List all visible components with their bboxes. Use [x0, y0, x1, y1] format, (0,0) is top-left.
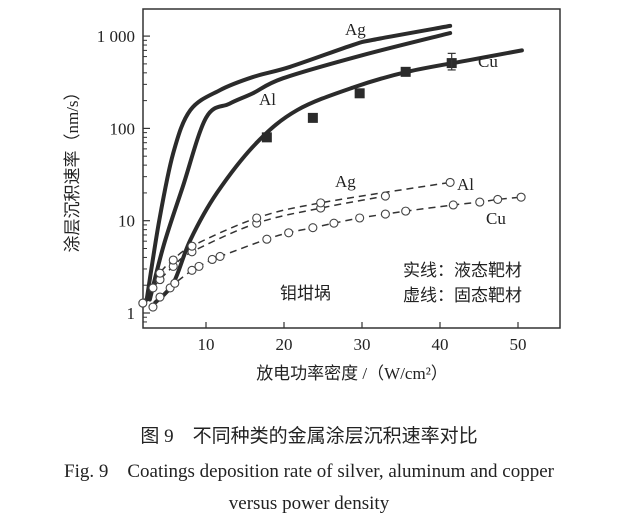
series-label-al-dashed: Al [457, 175, 474, 194]
legend-dashed: 虚线：固态靶材 [403, 286, 522, 305]
data-point-cu-dashed [401, 206, 411, 216]
data-point-cu-dashed [284, 228, 294, 238]
y-tick-label: 1 [127, 304, 136, 323]
series-line-ag-solid [144, 23, 453, 302]
series-label-cu-solid: Cu [478, 52, 498, 71]
data-point-cu-dashed [207, 254, 217, 265]
x-tick-label: 40 [432, 335, 449, 354]
data-point-cu-solid [261, 132, 272, 143]
series-line-cu-solid [153, 48, 524, 305]
data-point-al-dashed [155, 268, 165, 278]
plot-frame [142, 8, 561, 329]
y-tick-label: 100 [110, 119, 136, 138]
series-label-al-solid: Al [259, 90, 276, 109]
data-point-cu-dashed [155, 292, 165, 302]
data-point-cu-dashed [262, 234, 272, 244]
x-tick-label: 50 [510, 335, 527, 354]
x-tick-label: 10 [198, 335, 215, 354]
data-point-cu-dashed [215, 251, 225, 261]
data-point-cu-dashed [475, 197, 485, 207]
x-tick-label: 20 [276, 335, 293, 354]
data-point-cu-dashed [329, 218, 339, 228]
data-point-ag-dashed [148, 283, 158, 293]
series-line-al-solid [147, 31, 453, 302]
x-tick-label: 30 [354, 335, 371, 354]
series-label-ag-solid: Ag [345, 20, 366, 39]
data-point-cu-solid [400, 66, 411, 77]
data-point-cu-dashed [448, 200, 458, 210]
data-point-cu-solid [354, 88, 365, 99]
data-point-al-dashed [252, 213, 262, 223]
y-tick-label: 10 [118, 212, 135, 231]
data-point-cu-dashed [308, 223, 318, 233]
data-point-al-dashed [187, 241, 197, 251]
series-label-cu-dashed: Cu [486, 209, 506, 228]
caption-en-line1: Fig. 9 Coatings deposition rate of silve… [64, 461, 554, 482]
data-point-cu-dashed [187, 265, 197, 275]
data-point-ag-dashed [380, 191, 390, 201]
data-point-al-dashed [168, 255, 178, 265]
data-point-al-dashed [138, 298, 148, 308]
caption-zh: 图 9 不同种类的金属涂层沉积速率对比 [140, 426, 478, 447]
data-point-al-dashed [445, 177, 455, 187]
x-axis-label: 放电功率密度 /（W/cm²） [256, 364, 448, 383]
data-point-cu-dashed [148, 302, 158, 312]
data-point-al-dashed [316, 198, 326, 208]
data-point-cu-dashed [380, 209, 390, 219]
series-label-ag-dashed: Ag [335, 172, 356, 191]
data-point-cu-solid [307, 112, 318, 123]
annotation-crucible: 钼坩埚 [280, 284, 331, 303]
data-point-cu-dashed [355, 213, 365, 223]
data-point-cu-dashed [194, 261, 204, 271]
data-point-cu-dashed [516, 192, 526, 202]
caption-en-line2: versus power density [228, 493, 390, 514]
data-point-cu-dashed [170, 278, 180, 288]
series-line-al-dashed [142, 181, 451, 304]
legend-solid: 实线：液态靶材 [403, 261, 522, 280]
y-tick-label: 1 000 [97, 27, 135, 46]
data-point-cu-dashed [493, 194, 503, 204]
y-axis-label: 涂层沉积速率（nm/s） [63, 83, 82, 252]
